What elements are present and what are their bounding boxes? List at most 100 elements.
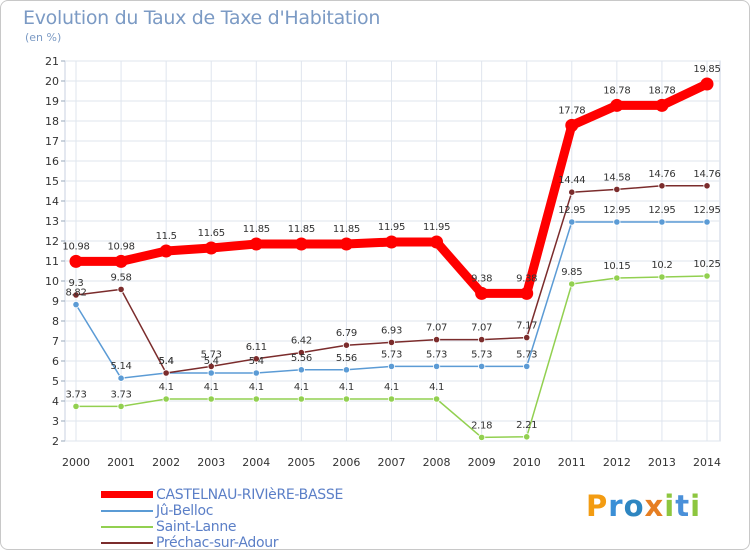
data-label-1: 5.56 <box>291 353 312 364</box>
data-label-1: 5.4 <box>204 356 219 367</box>
data-label-2: 9.85 <box>561 267 582 278</box>
data-point-2 <box>478 433 486 441</box>
data-label-0: 11.95 <box>423 222 450 233</box>
data-point-0 <box>610 98 624 112</box>
y-tick-label: 6 <box>52 355 59 368</box>
data-label-0: 10.98 <box>62 241 89 252</box>
data-point-2 <box>342 395 351 403</box>
data-label-0: 11.5 <box>156 231 177 242</box>
y-tick-label: 2 <box>52 435 59 448</box>
data-point-0 <box>430 235 444 249</box>
data-point-3 <box>72 291 80 299</box>
data-label-0: 11.65 <box>198 228 225 239</box>
data-label-0: 11.95 <box>378 222 405 233</box>
data-label-0: 9.38 <box>471 273 492 284</box>
y-tick-label: 4 <box>52 395 59 408</box>
data-point-0 <box>159 244 173 258</box>
chart-subtitle: (en %) <box>25 31 62 44</box>
data-point-1 <box>568 218 576 226</box>
data-label-2: 3.73 <box>65 389 86 400</box>
data-label-2: 4.1 <box>429 382 444 393</box>
data-point-1 <box>117 374 125 382</box>
data-label-3: 9.3 <box>68 278 83 289</box>
y-tick-label: 13 <box>45 215 59 228</box>
y-tick-label: 18 <box>45 115 59 128</box>
data-label-3: 6.93 <box>381 325 402 336</box>
data-label-2: 2.21 <box>516 420 537 431</box>
data-point-2 <box>387 395 396 403</box>
data-point-2 <box>162 395 170 403</box>
data-point-3 <box>432 335 441 344</box>
data-label-2: 4.1 <box>159 382 174 393</box>
data-label-2: 4.1 <box>249 382 264 393</box>
data-label-1: 12.95 <box>603 205 630 216</box>
data-label-2: 10.2 <box>651 260 672 271</box>
data-label-3: 14.76 <box>693 169 720 180</box>
data-label-0: 11.85 <box>243 224 270 235</box>
data-point-2 <box>117 402 125 410</box>
data-label-1: 5.4 <box>159 356 174 367</box>
data-label-0: 19.85 <box>693 64 720 75</box>
y-tick-label: 10 <box>45 275 59 288</box>
data-label-2: 4.1 <box>384 382 399 393</box>
data-point-2 <box>252 395 260 403</box>
data-label-2: 4.1 <box>339 382 354 393</box>
data-label-2: 3.73 <box>111 389 132 400</box>
data-label-0: 10.98 <box>108 241 135 252</box>
data-label-3: 5.4 <box>159 356 174 367</box>
data-point-3 <box>342 341 351 349</box>
data-label-0: 11.85 <box>333 224 360 235</box>
data-point-1 <box>387 362 396 370</box>
data-point-0 <box>385 235 398 249</box>
data-label-3: 14.76 <box>648 169 675 180</box>
data-label-3: 5.73 <box>201 349 222 360</box>
data-point-1 <box>523 362 531 370</box>
data-label-0: 11.85 <box>288 224 315 235</box>
data-label-1: 5.73 <box>381 349 402 360</box>
data-point-0 <box>339 237 353 251</box>
data-label-1: 12.95 <box>693 205 720 216</box>
x-tick-label: 2008 <box>423 456 451 469</box>
x-tick-label: 2005 <box>287 456 315 469</box>
x-tick-label: 2012 <box>603 456 631 469</box>
data-label-2: 2.18 <box>471 420 492 431</box>
data-label-1: 5.14 <box>111 361 132 372</box>
y-tick-label: 7 <box>52 335 59 348</box>
x-tick-label: 2001 <box>107 456 135 469</box>
data-point-3 <box>658 182 666 190</box>
data-label-1: 12.95 <box>558 205 585 216</box>
legend-label-castelnau: CASTELNAU-RIVIèRE-BASSE <box>156 487 343 503</box>
data-point-1 <box>297 366 305 374</box>
data-point-3 <box>523 333 531 342</box>
data-label-0: 18.78 <box>648 85 675 96</box>
y-tick-label: 3 <box>52 415 59 428</box>
y-tick-label: 21 <box>45 55 59 68</box>
y-tick-label: 20 <box>45 75 59 88</box>
brand-logo: Proxiti <box>586 489 702 523</box>
data-point-3 <box>117 285 125 293</box>
data-point-1 <box>342 366 351 374</box>
data-point-1 <box>478 362 486 370</box>
data-point-3 <box>478 335 486 344</box>
data-point-1 <box>432 362 441 370</box>
data-label-0: 18.78 <box>603 85 630 96</box>
data-label-3: 7.17 <box>516 321 537 332</box>
data-label-1: 8.82 <box>65 288 86 299</box>
y-tick-label: 11 <box>45 255 59 268</box>
x-tick-label: 2013 <box>648 456 676 469</box>
legend-swatch-prechac <box>101 542 153 544</box>
y-tick-label: 19 <box>45 95 59 108</box>
data-label-2: 10.25 <box>693 259 720 270</box>
data-point-0 <box>565 118 579 132</box>
data-point-2 <box>297 395 305 403</box>
data-point-3 <box>613 185 621 193</box>
data-point-3 <box>297 348 305 357</box>
x-tick-label: 2006 <box>332 456 360 469</box>
data-label-1: 5.73 <box>471 349 492 360</box>
data-point-0 <box>700 77 714 91</box>
data-label-1: 12.95 <box>648 205 675 216</box>
data-point-0 <box>475 286 489 300</box>
data-point-3 <box>568 188 576 196</box>
